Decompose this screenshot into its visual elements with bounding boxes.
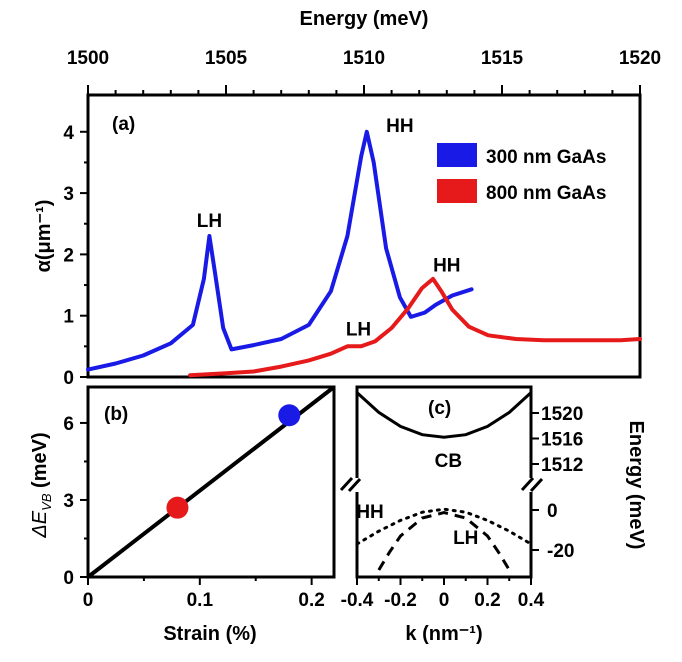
peak-label: HH xyxy=(386,116,413,137)
panel-b-x-tick-label: 0 xyxy=(83,590,94,611)
panel-b-y-axis-subscript: VB xyxy=(39,493,54,511)
panel-c-y-tick-label: -20 xyxy=(547,541,574,562)
panel-c-tag: (c) xyxy=(428,398,451,419)
panel-a-y-tick-label: 3 xyxy=(63,184,74,205)
panel-c: k (nm⁻¹) Energy (meV) (c) -0.4 -0.2 0 0.2 0.… xyxy=(339,385,647,645)
panel-c-x-tick-label: -0.2 xyxy=(384,590,417,611)
band-curve-lh xyxy=(377,511,511,571)
panel-c-y-axis-title: Energy (meV) xyxy=(625,421,647,550)
panel-b-y-axis-title: ΔEVB (meV) xyxy=(29,432,54,538)
panel-c-y-tick-label: 1520 xyxy=(541,404,583,425)
panel-b-y-axis-unit: (meV) xyxy=(29,432,51,493)
legend-swatch xyxy=(437,143,477,167)
band-label-cb: CB xyxy=(435,451,462,472)
panel-c-x-tick-label: 0 xyxy=(439,590,450,611)
panel-a-y-tick-label: 2 xyxy=(63,245,74,266)
peak-label: LH xyxy=(197,211,222,232)
panel-b-y-tick-label: 6 xyxy=(63,414,74,435)
band-curve-hh xyxy=(355,507,533,546)
legend-label: 800 nm GaAs xyxy=(486,183,606,204)
peak-label: HH xyxy=(433,256,460,277)
panel-a-x-tick-label: 1520 xyxy=(619,48,661,69)
series-line-300nm xyxy=(86,129,474,372)
band-label-lh: LH xyxy=(453,528,478,549)
panel-b-x-axis-title: Strain (%) xyxy=(163,623,256,645)
legend-swatch xyxy=(437,179,477,203)
panel-a-x-tick-label: 1505 xyxy=(205,48,248,69)
panel-a-y-axis-title: α(μm⁻¹) xyxy=(33,200,55,273)
peak-label: LH xyxy=(346,319,371,340)
panel-a-x-tick-label: 1515 xyxy=(481,48,524,69)
panel-c-x-tick-label: -0.4 xyxy=(341,590,374,611)
panel-a-x-axis-title: Energy (meV) xyxy=(300,8,429,30)
panel-b-y-axis-symbol: ΔE xyxy=(29,510,51,538)
panel-b-y-tick-label: 0 xyxy=(63,568,74,589)
panel-c-x-tick-label: 0.2 xyxy=(474,590,500,611)
panel-c-x-axis-title: k (nm⁻¹) xyxy=(405,623,482,645)
axis-break-left xyxy=(339,476,362,493)
point-300nm xyxy=(278,404,301,427)
axis-break-right xyxy=(520,476,545,493)
panel-a-y-tick-label: 4 xyxy=(63,123,74,144)
panel-b: Strain (%) ΔEVB (meV) (b) 0 0.1 0.2 0 3 6 xyxy=(29,385,336,645)
panel-a-y-tick-label: 1 xyxy=(63,307,74,328)
panel-b-tag: (b) xyxy=(104,404,128,425)
panel-b-y-tick-label: 3 xyxy=(63,491,74,512)
panel-c-x-tick-label: 0.4 xyxy=(518,590,545,611)
panel-b-x-tick-label: 0.1 xyxy=(187,590,214,611)
panel-c-y-tick-label: 1512 xyxy=(541,455,583,476)
panel-c-y-tick-label: 1516 xyxy=(541,430,583,451)
point-800nm xyxy=(166,496,189,519)
legend-label: 300 nm GaAs xyxy=(486,147,606,168)
panel-a-y-tick-label: 0 xyxy=(63,368,74,389)
panel-b-frame xyxy=(86,385,336,579)
series-line-800nm xyxy=(188,276,642,378)
panel-c-y-tick-label: 0 xyxy=(547,501,558,522)
panel-a: Energy (meV) α(μm⁻¹) (a) 1500 1505 1510 151… xyxy=(33,8,661,389)
panel-a-tag: (a) xyxy=(112,114,135,135)
panel-a-x-tick-label: 1510 xyxy=(343,48,385,69)
panel-b-x-tick-label: 0.2 xyxy=(298,590,324,611)
band-label-hh: HH xyxy=(356,502,383,523)
panel-a-x-tick-label: 1500 xyxy=(67,48,109,69)
band-curve-cb xyxy=(355,391,533,439)
